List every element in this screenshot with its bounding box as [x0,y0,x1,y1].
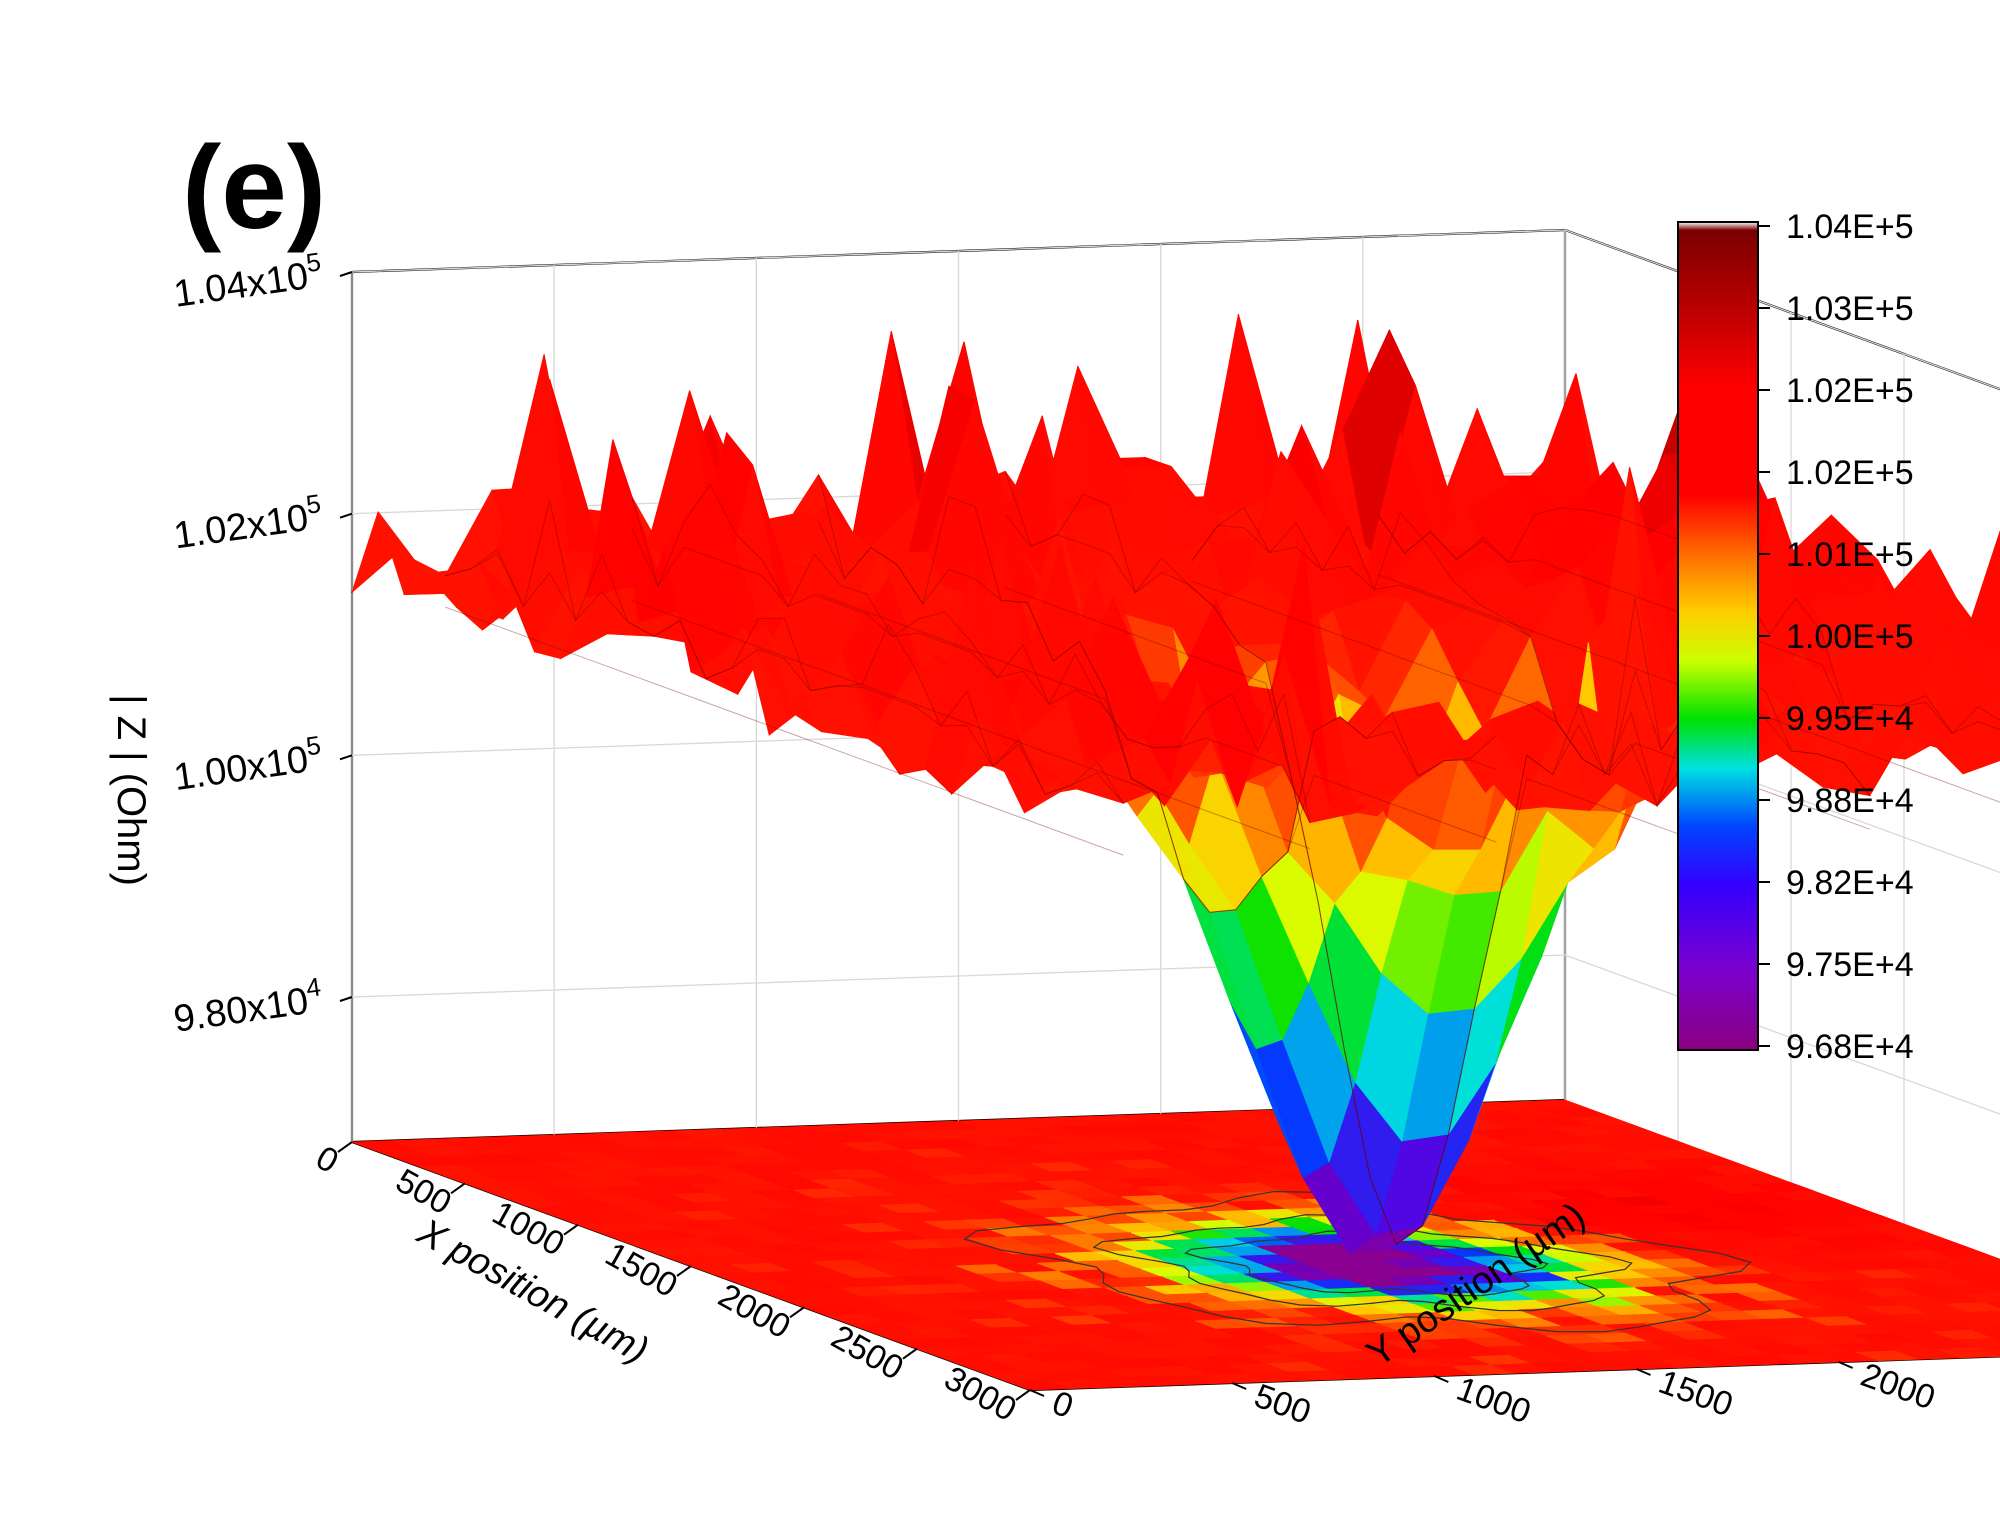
surface-contour-line [631,527,1311,823]
y-tick-mark [1636,1368,1651,1376]
y-tick-mark [1231,1382,1247,1390]
y-tick-mark [1029,1389,1045,1397]
floor-cell [1963,1292,2000,1304]
z-tick-mark [339,996,353,1002]
colorbar-label: 1.01E+5 [1786,536,1914,574]
z-axis-label: | Z | (Ohm) [109,694,153,886]
floor-cell [1953,1256,2000,1268]
colorbar-label: 1.02E+5 [1786,372,1914,410]
surface-contour-line [1005,587,1684,1246]
x-tick-mark [337,1141,353,1153]
surface-contour-line [631,483,1311,823]
x-tick-label: 0 [310,1139,345,1181]
y-tick-mark [1433,1375,1449,1383]
colorbar-label: 9.95E+4 [1786,700,1914,738]
floor-contour-line [963,1190,1752,1333]
surface-contour-line [818,521,1497,913]
axis-edge [1564,228,2000,391]
floor-cell [1990,1319,2000,1325]
colorbar-label: 1.04E+5 [1786,208,1914,246]
floor-contour-line [1092,1214,1633,1312]
z-tick-label: 9.80x104 [170,971,325,1040]
surface-contour-line [818,593,1497,913]
colorbar-label: 1.03E+5 [1786,290,1914,328]
floor-cell [1945,1302,2000,1313]
y-tick-label: 2000 [1856,1356,1940,1418]
floor-contour-projection [351,1099,2000,1391]
floor-cell [1985,1301,2000,1309]
floor-cell [1968,1310,2000,1321]
z-tick-label: 1.02x105 [170,488,325,557]
colorbar-label: 9.88E+4 [1786,782,1914,820]
floor-cell [1995,1337,2000,1341]
floor-cell [1950,1320,2000,1331]
colorbar: 1.04E+5 1.03E+5 1.02E+5 1.02E+5 1.01E+5 1.00E… [1677,208,1914,1066]
grid-line [351,229,2000,390]
surface-contour-line [1004,514,1684,1246]
surface-contour-line [445,553,1124,804]
colorbar-label: 1.02E+5 [1786,454,1914,492]
surface-contour-line [445,500,1124,804]
floor-cell [1940,1284,2000,1295]
grid-line [351,954,2000,1115]
x-tick-mark [902,1347,918,1360]
colorbar-label: 9.82E+4 [1786,864,1914,902]
z-tick-label: 1.00x105 [170,730,325,799]
z-tick-label: 1.04x105 [170,246,325,315]
panel-label: (e) [182,122,326,254]
floor-contour-line [1184,1230,1549,1297]
x-tick-mark [789,1306,805,1319]
surface-patch [1003,744,1077,790]
colorbar-scale [1677,221,1759,1051]
z-axis: 9.80x104 1.00x105 1.02x105 1.04x105 [170,246,353,1041]
floor-cell [1972,1328,2000,1339]
floor-cell [1955,1338,2000,1349]
surface-contour-line [818,474,1497,913]
x-tick-mark [1015,1389,1031,1401]
z-tick-mark [339,754,353,761]
y-tick-label: 500 [1249,1377,1315,1432]
floor-cell [1981,1283,2000,1292]
x-tick-mark [450,1182,466,1195]
surface-contour-line [1004,471,1684,1246]
z-tick-mark [339,271,353,277]
floor-cell [1977,1346,2000,1357]
colorbar-label: 9.75E+4 [1786,946,1914,984]
x-tick-mark [563,1223,579,1236]
z-tick-mark [339,512,353,519]
floor-cell [1976,1265,2000,1276]
y-tick-label: 1500 [1654,1363,1738,1425]
x-tick-mark [676,1265,692,1277]
floor-cell [1958,1274,2000,1286]
y-tick-label: 1000 [1452,1370,1536,1432]
surface-contour-line [445,606,1124,856]
y-tick-mark [1838,1361,1854,1369]
colorbar-label: 1.00E+5 [1786,618,1914,656]
surface-contour-line [631,600,1311,850]
colorbar-label: 9.68E+4 [1786,1028,1914,1066]
